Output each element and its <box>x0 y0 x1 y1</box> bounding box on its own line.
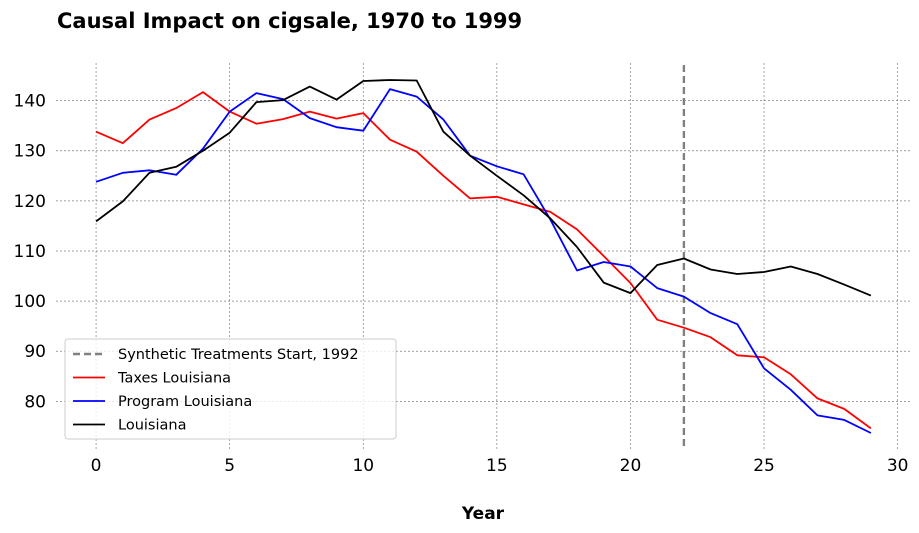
x-axis-label: Year <box>461 504 505 524</box>
y-tick-label: 80 <box>24 392 46 412</box>
legend-label-synthetic-treatments-start-1992: Synthetic Treatments Start, 1992 <box>118 347 359 363</box>
y-tick-label: 90 <box>24 342 46 362</box>
legend: Synthetic Treatments Start, 1992 Taxes Lo… <box>64 338 397 440</box>
series-line-taxes-louisiana <box>95 91 872 430</box>
y-axis-ticks: 80 90 100 110 120 130 140 <box>14 92 46 413</box>
y-tick-label: 140 <box>14 92 46 112</box>
x-tick-label: 10 <box>352 456 374 476</box>
y-tick-label: 110 <box>14 242 46 262</box>
legend-label-program-louisiana: Program Louisiana <box>118 394 252 410</box>
legend-box <box>64 338 397 440</box>
x-axis-ticks: 0 5 10 15 20 25 30 <box>91 456 909 476</box>
legend-label-taxes-louisiana: Taxes Louisiana <box>117 371 231 387</box>
x-tick-label: 5 <box>224 456 235 476</box>
x-tick-label: 30 <box>887 456 909 476</box>
series-group <box>95 79 872 434</box>
chart-title: Causal Impact on cigsale, 1970 to 1999 <box>57 9 522 33</box>
y-tick-label: 100 <box>14 292 46 312</box>
y-tick-label: 130 <box>14 142 46 162</box>
series-line-program-louisiana <box>95 88 872 434</box>
x-tick-label: 25 <box>753 456 775 476</box>
y-tick-label: 120 <box>14 192 46 212</box>
x-tick-label: 20 <box>620 456 642 476</box>
legend-label-louisiana: Louisiana <box>118 418 186 434</box>
grid <box>56 63 911 449</box>
x-tick-label: 15 <box>486 456 508 476</box>
series-line-louisiana <box>95 79 872 297</box>
x-tick-label: 0 <box>91 456 102 476</box>
